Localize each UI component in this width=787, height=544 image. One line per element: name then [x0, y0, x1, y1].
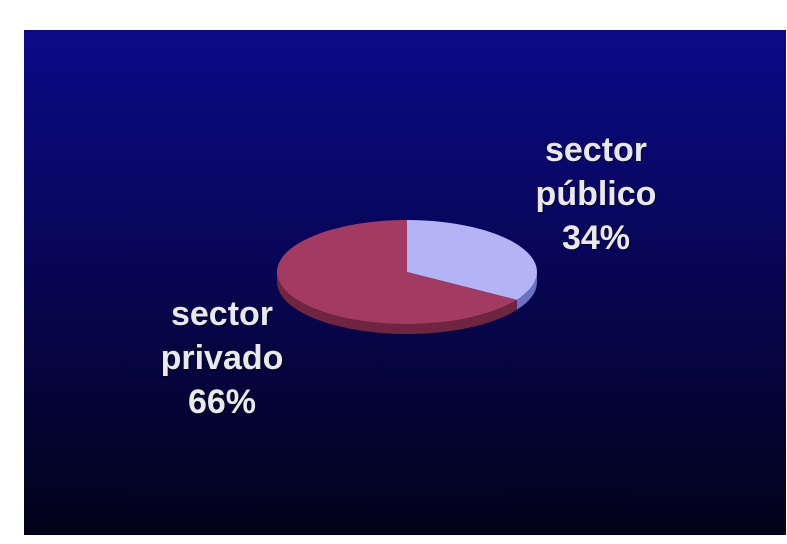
label-publico-line1: sector — [544, 131, 648, 169]
pie-slice-side — [277, 272, 517, 335]
label-publico-line2: público — [535, 175, 657, 213]
pie-chart — [24, 30, 786, 535]
label-privado-value: 66% — [187, 383, 257, 421]
label-sector-publico: sector público 34% — [514, 128, 678, 260]
label-publico-value: 34% — [561, 219, 631, 257]
pie-group — [277, 219, 538, 335]
pie-slice-sector-publico — [407, 219, 538, 300]
label-privado-line2: privado — [160, 339, 284, 377]
chart-area: sector público 34% sector privado 66% — [24, 30, 786, 535]
label-privado-line1: sector — [170, 295, 274, 333]
pie-slice-sector-privado — [277, 219, 517, 324]
label-sector-privado: sector privado 66% — [140, 292, 304, 424]
pie-slice-side — [516, 272, 537, 310]
